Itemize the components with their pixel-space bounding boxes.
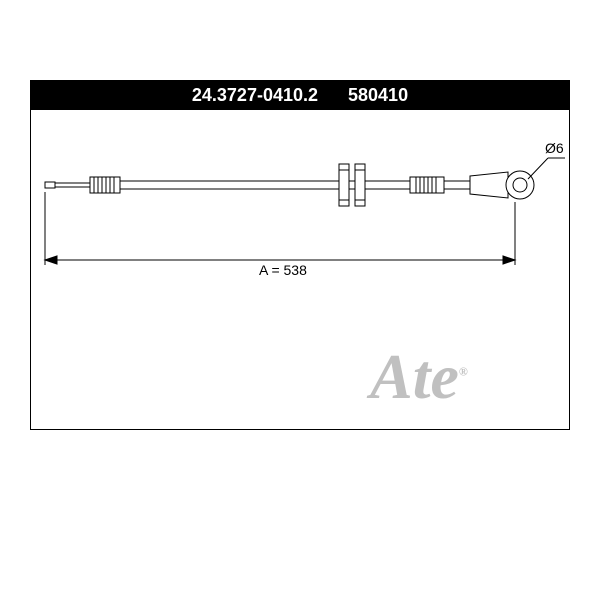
logo-text: Ate bbox=[370, 341, 459, 412]
diameter-label: Ø6 bbox=[545, 140, 564, 156]
logo-reg: ® bbox=[459, 365, 468, 379]
brand-logo: Ate® bbox=[370, 340, 468, 414]
length-dimension-label: A = 538 bbox=[255, 262, 311, 278]
technical-drawing bbox=[0, 0, 600, 600]
